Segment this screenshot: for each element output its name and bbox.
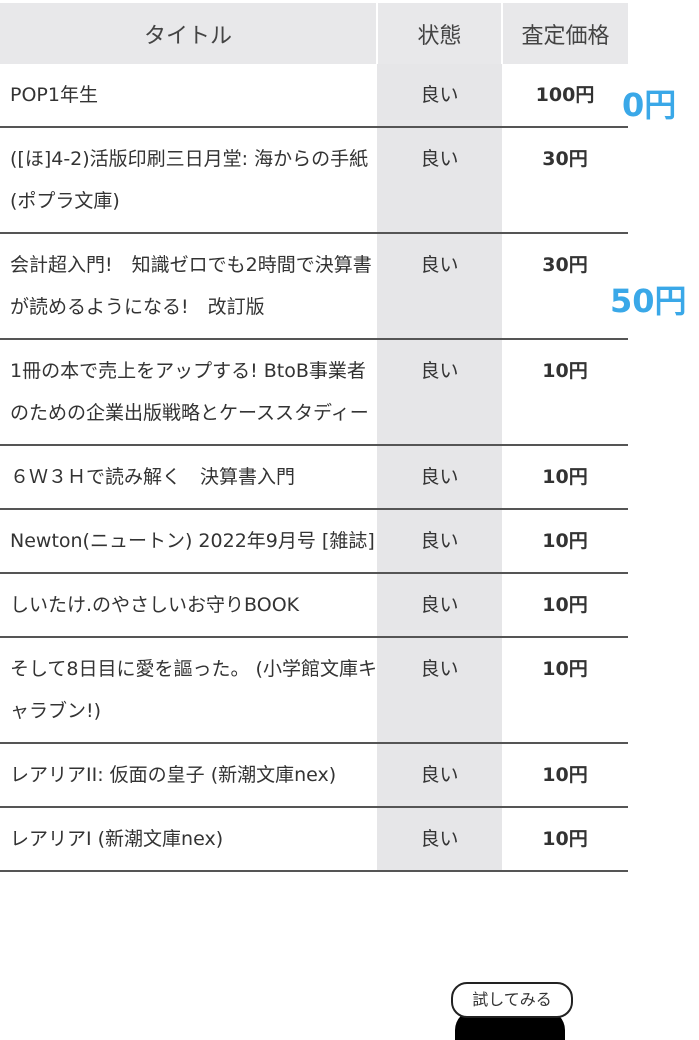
cell-status: 良い bbox=[377, 64, 502, 128]
table-row: 1冊の本で売上をアップする! BtoB事業者のための企業出版戦略とケーススタディ… bbox=[0, 339, 628, 446]
cell-status: 良い bbox=[377, 233, 502, 340]
table-row: ６Ｗ３Ｈで読み解く 決算書入門 良い 10円 bbox=[0, 445, 628, 510]
cell-status: 良い bbox=[377, 127, 502, 234]
cell-price: 100円 bbox=[502, 64, 628, 128]
table-row: レアリアII: 仮面の皇子 (新潮文庫nex) 良い 10円 bbox=[0, 743, 628, 808]
cell-title[interactable]: レアリアII: 仮面の皇子 (新潮文庫nex) bbox=[0, 743, 377, 808]
cell-price: 30円 bbox=[502, 127, 628, 234]
cell-price: 10円 bbox=[502, 743, 628, 808]
cell-title[interactable]: POP1年生 bbox=[0, 64, 377, 128]
table-row: レアリアI (新潮文庫nex) 良い 10円 bbox=[0, 807, 628, 872]
cell-price: 10円 bbox=[502, 573, 628, 638]
cell-status: 良い bbox=[377, 509, 502, 574]
table-row: ([ほ]4-2)活版印刷三日月堂: 海からの手紙 (ポプラ文庫) 良い 30円 bbox=[0, 127, 628, 234]
cell-status: 良い bbox=[377, 637, 502, 744]
cell-status: 良い bbox=[377, 573, 502, 638]
cell-price: 10円 bbox=[502, 807, 628, 872]
cell-title[interactable]: ６Ｗ３Ｈで読み解く 決算書入門 bbox=[0, 445, 377, 510]
cell-status: 良い bbox=[377, 339, 502, 446]
header-price: 査定価格 bbox=[502, 3, 628, 64]
annotation-price: 0円 bbox=[622, 86, 677, 124]
appraisal-table: タイトル 状態 査定価格 POP1年生 良い 100円 ([ほ]4-2)活版印刷三日月… bbox=[0, 3, 628, 872]
cell-price: 10円 bbox=[502, 339, 628, 446]
cell-title[interactable]: ([ほ]4-2)活版印刷三日月堂: 海からの手紙 (ポプラ文庫) bbox=[0, 127, 377, 234]
cell-status: 良い bbox=[377, 445, 502, 510]
table-row: しいたけ.のやさしいお守りBOOK 良い 10円 bbox=[0, 573, 628, 638]
cell-status: 良い bbox=[377, 743, 502, 808]
cell-title[interactable]: Newton(ニュートン) 2022年9月号 [雑誌] bbox=[0, 509, 377, 574]
table-row: POP1年生 良い 100円 bbox=[0, 64, 628, 128]
cell-price: 10円 bbox=[502, 509, 628, 574]
table-row: 会計超入門! 知識ゼロでも2時間で決算書が読めるようになる! 改訂版 良い 30円 bbox=[0, 233, 628, 340]
cell-status: 良い bbox=[377, 807, 502, 872]
cell-title[interactable]: 会計超入門! 知識ゼロでも2時間で決算書が読めるようになる! 改訂版 bbox=[0, 233, 377, 340]
try-button[interactable]: 試してみる bbox=[451, 982, 573, 1018]
table-row: Newton(ニュートン) 2022年9月号 [雑誌] 良い 10円 bbox=[0, 509, 628, 574]
header-status: 状態 bbox=[377, 3, 503, 64]
cell-price: 10円 bbox=[502, 637, 628, 744]
cell-price: 30円 bbox=[502, 233, 628, 340]
cell-title[interactable]: そして8日目に愛を謳った。 (小学館文庫キャラブン!) bbox=[0, 637, 377, 744]
header-title: タイトル bbox=[0, 3, 378, 64]
cell-title[interactable]: 1冊の本で売上をアップする! BtoB事業者のための企業出版戦略とケーススタディ… bbox=[0, 339, 377, 446]
annotation-price: 50円 bbox=[610, 282, 687, 320]
cell-title[interactable]: レアリアI (新潮文庫nex) bbox=[0, 807, 377, 872]
cell-title[interactable]: しいたけ.のやさしいお守りBOOK bbox=[0, 573, 377, 638]
table-row: そして8日目に愛を謳った。 (小学館文庫キャラブン!) 良い 10円 bbox=[0, 637, 628, 744]
cell-price: 10円 bbox=[502, 445, 628, 510]
